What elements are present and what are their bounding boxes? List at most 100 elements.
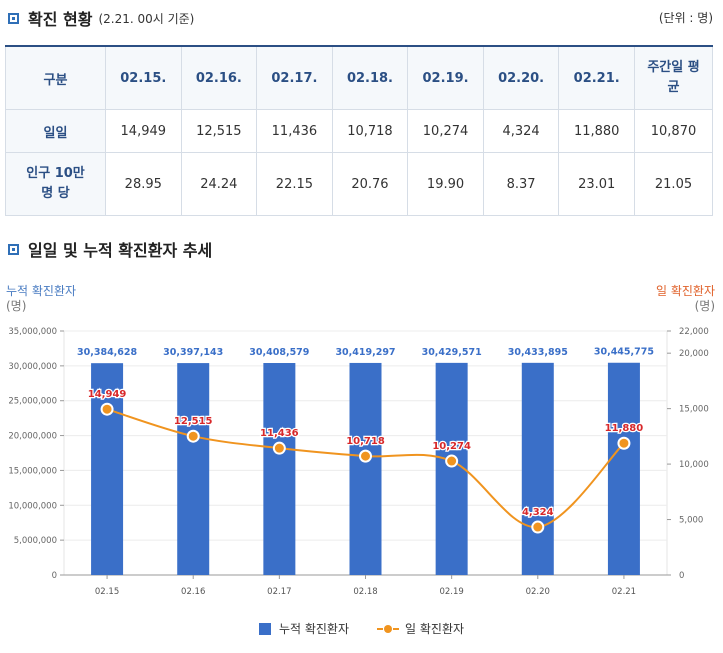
table-header-cell: 주간일 평균 bbox=[634, 45, 713, 110]
right-tick-label: 22,000 bbox=[679, 327, 709, 337]
x-tick-label: 02.20 bbox=[526, 587, 550, 597]
table-cell: 19.90 bbox=[407, 152, 484, 216]
line-point bbox=[100, 402, 114, 416]
table-header-cell: 02.19. bbox=[407, 45, 484, 110]
bar-data-label: 30,419,297 bbox=[335, 347, 395, 358]
line-point bbox=[617, 436, 631, 450]
line-point bbox=[272, 441, 286, 455]
table-cell: 20.76 bbox=[331, 152, 409, 216]
table-cell: 14,949 bbox=[105, 109, 182, 153]
bar bbox=[435, 362, 468, 575]
right-tick-label: 5,000 bbox=[679, 516, 703, 526]
legend-item-daily[interactable]: 일 확진환자 bbox=[377, 620, 464, 637]
table-cell: 12,515 bbox=[180, 109, 258, 153]
table-row-label: 인구 10만 명 당 bbox=[5, 152, 106, 216]
table-cell: 21.05 bbox=[634, 152, 713, 216]
left-tick-label: 30,000,000 bbox=[8, 362, 57, 372]
square-bullet-icon bbox=[8, 243, 19, 255]
table-cell: 8.37 bbox=[482, 152, 560, 216]
bar-data-label: 30,408,579 bbox=[249, 347, 309, 358]
bar-data-label: 30,384,628 bbox=[77, 347, 137, 358]
line-point bbox=[445, 454, 459, 468]
table-cell: 4,324 bbox=[482, 109, 560, 153]
x-tick-label: 02.21 bbox=[612, 587, 636, 597]
legend-line-swatch bbox=[377, 624, 400, 634]
bar-data-label: 30,445,775 bbox=[594, 347, 654, 358]
line-data-label: 11,880 bbox=[605, 423, 644, 434]
section-header-trend: 일일 및 누적 확진환자 추세 bbox=[8, 237, 212, 261]
table-cell: 24.24 bbox=[180, 152, 258, 216]
x-tick-label: 02.19 bbox=[439, 587, 463, 597]
bar bbox=[607, 362, 640, 575]
right-tick-label: 15,000 bbox=[679, 405, 709, 415]
line-data-label: 14,949 bbox=[88, 389, 127, 400]
legend-label: 일 확진환자 bbox=[405, 622, 465, 636]
table-cell: 28.95 bbox=[105, 152, 182, 216]
table-row-label: 일일 bbox=[5, 109, 106, 153]
left-axis-unit: (명) bbox=[6, 299, 27, 313]
bar-data-label: 30,397,143 bbox=[163, 347, 223, 358]
left-tick-label: 25,000,000 bbox=[8, 397, 57, 407]
legend-item-cumulative[interactable]: 누적 확진환자 bbox=[258, 620, 350, 637]
bar bbox=[177, 363, 210, 575]
line-data-label: 11,436 bbox=[260, 428, 299, 439]
line-point bbox=[531, 520, 545, 534]
bar bbox=[521, 362, 554, 575]
unit-label: (단위 : 명) bbox=[658, 11, 713, 25]
table-header-cell: 02.16. bbox=[180, 45, 258, 110]
right-tick-label: 10,000 bbox=[679, 460, 709, 470]
line-data-label: 10,274 bbox=[432, 441, 471, 452]
x-tick-label: 02.15 bbox=[95, 587, 119, 597]
status-table: 구분 02.15. 02.16. 02.17. 02.18. 02.19. 02… bbox=[5, 45, 713, 216]
right-tick-label: 20,000 bbox=[679, 349, 709, 359]
table-row: 인구 10만 명 당 28.95 24.24 22.15 20.76 19.90… bbox=[5, 152, 713, 216]
table-header-cell: 구분 bbox=[5, 45, 106, 110]
table-cell: 11,436 bbox=[256, 109, 333, 153]
section-title: 확진 현황 bbox=[28, 10, 93, 29]
line-data-label: 10,718 bbox=[346, 436, 385, 447]
section-title: 일일 및 누적 확진환자 추세 bbox=[28, 241, 213, 260]
chart-legend: 누적 확진환자 일 확진환자 bbox=[0, 620, 723, 637]
table-cell: 10,718 bbox=[331, 109, 409, 153]
table-cell: 10,870 bbox=[634, 109, 713, 153]
line-series-path bbox=[106, 408, 625, 529]
left-tick-label: 15,000,000 bbox=[8, 466, 57, 476]
line-data-label: 4,324 bbox=[522, 507, 554, 518]
bar-data-label: 30,433,895 bbox=[508, 347, 568, 358]
table-header-cell: 02.15. bbox=[105, 45, 182, 110]
line-point bbox=[359, 449, 372, 463]
table-row: 일일 14,949 12,515 11,436 10,718 10,274 4,… bbox=[5, 109, 713, 153]
table-header-cell: 02.20. bbox=[482, 45, 560, 110]
left-tick-label: 5,000,000 bbox=[14, 536, 57, 546]
table-header-cell: 02.17. bbox=[256, 45, 333, 110]
square-bullet-icon bbox=[8, 12, 19, 24]
left-axis-title: 누적 확진환자 bbox=[6, 284, 77, 298]
line-point bbox=[186, 429, 200, 443]
left-tick-label: 20,000,000 bbox=[8, 432, 57, 442]
bar bbox=[91, 363, 124, 575]
bar bbox=[263, 363, 296, 575]
legend-bar-swatch bbox=[258, 622, 271, 635]
table-header-row: 구분 02.15. 02.16. 02.17. 02.18. 02.19. 02… bbox=[5, 45, 713, 110]
bar-data-label: 30,429,571 bbox=[422, 347, 482, 358]
right-axis-title: 일 확진환자 bbox=[655, 284, 715, 298]
table-cell: 11,880 bbox=[558, 109, 635, 153]
line-data-label: 12,515 bbox=[174, 416, 213, 427]
section-subtitle: (2.21. 00시 기준) bbox=[98, 11, 195, 26]
section-header-status: 확진 현황 (2.21. 00시 기준) bbox=[8, 6, 194, 30]
left-tick-label: 10,000,000 bbox=[8, 501, 57, 511]
x-tick-label: 02.18 bbox=[353, 587, 377, 597]
table-header-cell: 02.21. bbox=[558, 45, 635, 110]
right-tick-label: 0 bbox=[679, 571, 684, 581]
right-axis-unit: (명) bbox=[694, 299, 715, 313]
plot-frame bbox=[63, 330, 668, 576]
table-cell: 22.15 bbox=[256, 152, 333, 216]
bar bbox=[349, 362, 382, 575]
legend-label: 누적 확진환자 bbox=[278, 622, 350, 636]
x-tick-label: 02.16 bbox=[181, 587, 205, 597]
left-tick-label: 35,000,000 bbox=[8, 327, 57, 337]
table-header-cell: 02.18. bbox=[331, 45, 409, 110]
table-cell: 23.01 bbox=[558, 152, 635, 216]
x-tick-label: 02.17 bbox=[267, 587, 291, 597]
table-cell: 10,274 bbox=[407, 109, 484, 153]
